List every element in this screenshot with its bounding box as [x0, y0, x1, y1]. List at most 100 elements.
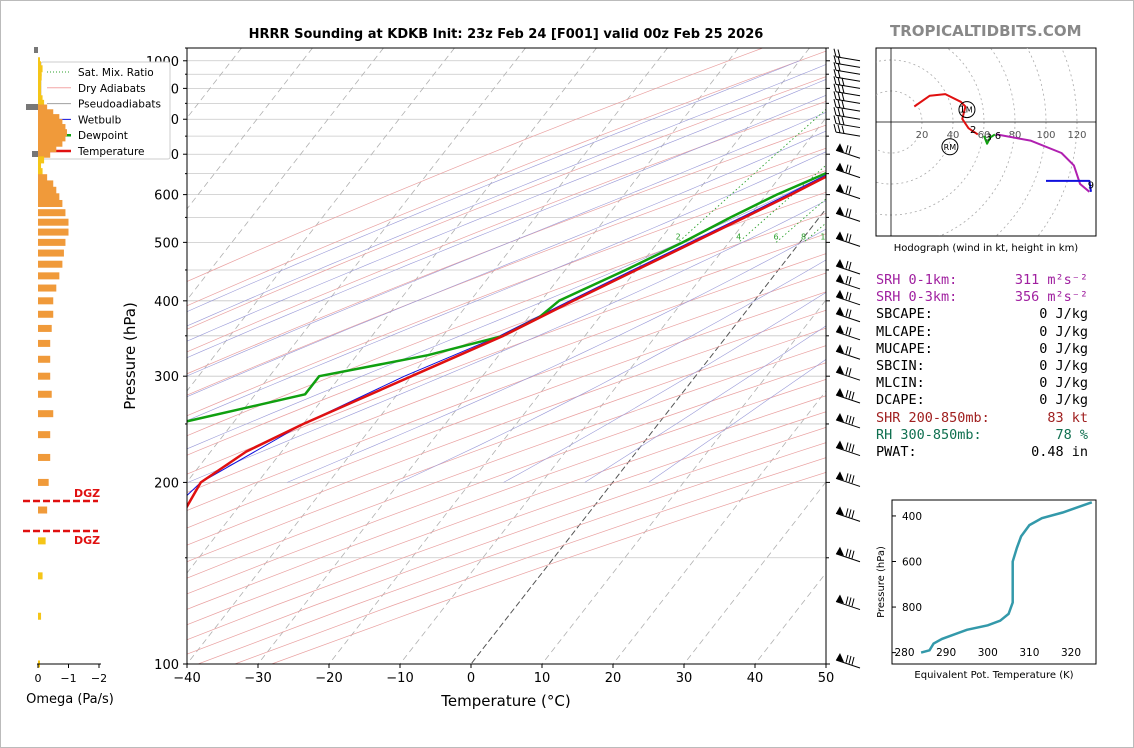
- profile-dewpoint: [187, 171, 826, 423]
- omega-bar: [38, 81, 42, 89]
- chart-title: HRRR Sounding at KDKB Init: 23z Feb 24 […: [248, 27, 764, 42]
- theta-e-y-tick-label: 400: [902, 511, 922, 523]
- barb-staff: [835, 350, 861, 360]
- barb-staff: [835, 419, 861, 429]
- barb-feather: [833, 124, 837, 133]
- omega-bar: [38, 73, 42, 81]
- barb-feather: [848, 292, 852, 301]
- hodograph-plot: 20 40 60 80 100 120 123 6 9 LM RM: [876, 48, 1096, 236]
- dgz-label: DGZ: [74, 487, 100, 500]
- param-label: MLCIN:: [876, 375, 925, 392]
- param-value: 0 J/kg: [1039, 392, 1088, 409]
- isotherm: [470, 208, 826, 664]
- dry-adiabat: [187, 379, 826, 610]
- wind-barb: [835, 143, 861, 159]
- mixing-ratio-label: 2: [676, 232, 681, 241]
- barb-pennant: [836, 324, 844, 334]
- omega-bar: [38, 129, 67, 137]
- barb-feather: [833, 107, 837, 116]
- barb-feather: [848, 327, 852, 336]
- barb-staff: [835, 553, 861, 563]
- profile-temperature: [187, 175, 826, 509]
- wind-barb: [833, 69, 861, 82]
- hodograph-segment: [996, 133, 1091, 193]
- isotherm: [683, 481, 826, 664]
- legend-label: Pseudoadiabats: [78, 99, 161, 111]
- barb-feather: [833, 99, 837, 108]
- omega-bar: [38, 310, 54, 318]
- moist-adiabat: [187, 94, 826, 359]
- omega-bar: [38, 431, 51, 439]
- dry-adiabat: [187, 147, 826, 396]
- barb-staff: [835, 447, 861, 457]
- omega-bar: [38, 145, 57, 153]
- dry-adiabat: [187, 327, 826, 563]
- wind-barb: [835, 653, 861, 669]
- omega-bar: [38, 249, 64, 257]
- wind-barb: [835, 440, 861, 457]
- omega-bar: [38, 139, 63, 147]
- wind-barb: [835, 471, 861, 487]
- barb-pennant: [836, 594, 844, 604]
- moist-adiabat: [187, 79, 826, 342]
- dry-adiabat: [187, 411, 826, 641]
- omega-bar: [38, 339, 51, 347]
- barb-pennant: [836, 440, 844, 450]
- omega-bar: [38, 390, 52, 398]
- barb-pennant: [836, 344, 844, 354]
- dry-adiabat: [187, 100, 826, 353]
- moist-adiabat: [287, 228, 826, 483]
- param-value: 0 J/kg: [1039, 306, 1088, 323]
- wind-barb: [835, 231, 861, 247]
- omega-tick-label: −2: [91, 672, 107, 685]
- barb-feather: [845, 185, 849, 194]
- omega-bar: [38, 65, 43, 73]
- hodograph-panel: 20 40 60 80 100 120 123 6 9 LM RM: [875, 47, 1097, 237]
- omega-bar: [38, 162, 42, 170]
- wind-barb: [833, 115, 861, 129]
- x-tick-label: 50: [818, 671, 835, 686]
- hodograph-ring-label: 120: [1067, 130, 1086, 141]
- barb-feather: [848, 234, 852, 243]
- omega-bar: [38, 228, 69, 236]
- omega-bar: [38, 355, 51, 363]
- barb-feather: [837, 124, 841, 133]
- omega-bar: [38, 124, 66, 132]
- barb-feather: [851, 656, 855, 665]
- param-value: 78 %: [1055, 426, 1088, 443]
- brand-watermark: TROPICALTIDBITS.COM: [890, 22, 1082, 40]
- barb-feather: [845, 233, 849, 242]
- barb-staff: [835, 371, 861, 381]
- omega-bar: [38, 199, 63, 207]
- barb-pennant: [836, 143, 844, 153]
- hodograph-segment: [983, 133, 996, 145]
- moist-adiabat: [399, 259, 826, 483]
- theta-e-x-tick-label: 310: [1019, 647, 1039, 659]
- x-tick-label: 0: [467, 671, 475, 686]
- barb-feather: [845, 367, 849, 376]
- param-row: SRH 0-3km: 356 m²s⁻²: [876, 289, 1116, 306]
- param-value: 0.48 in: [1031, 443, 1088, 460]
- omega-bar: [38, 238, 66, 246]
- barb-feather: [845, 145, 849, 154]
- skewt-axes-frame: [186, 47, 827, 665]
- barb-feather: [841, 100, 845, 109]
- barb-feather: [845, 346, 849, 355]
- omega-bar: [38, 90, 42, 98]
- hodograph-storm-label: RM: [944, 143, 957, 152]
- param-value: 356 m²s⁻²: [1014, 289, 1088, 306]
- dry-adiabat: [187, 124, 826, 375]
- barb-feather: [848, 209, 852, 218]
- hodograph-caption: Hodograph (wind in kt, height in km): [894, 243, 1079, 254]
- wind-barb: [835, 594, 861, 611]
- theta-e-xlabel: Equivalent Pot. Temperature (K): [914, 670, 1073, 681]
- dry-adiabat: [187, 345, 826, 579]
- barb-feather: [848, 261, 852, 270]
- omega-bar: [38, 478, 49, 486]
- wind-barb: [833, 99, 861, 112]
- barb-feather: [845, 308, 849, 317]
- barb-staff: [835, 296, 861, 306]
- barb-feather: [845, 473, 849, 482]
- wind-barb: [835, 412, 861, 429]
- theta-e-x-tick-label: 290: [936, 647, 956, 659]
